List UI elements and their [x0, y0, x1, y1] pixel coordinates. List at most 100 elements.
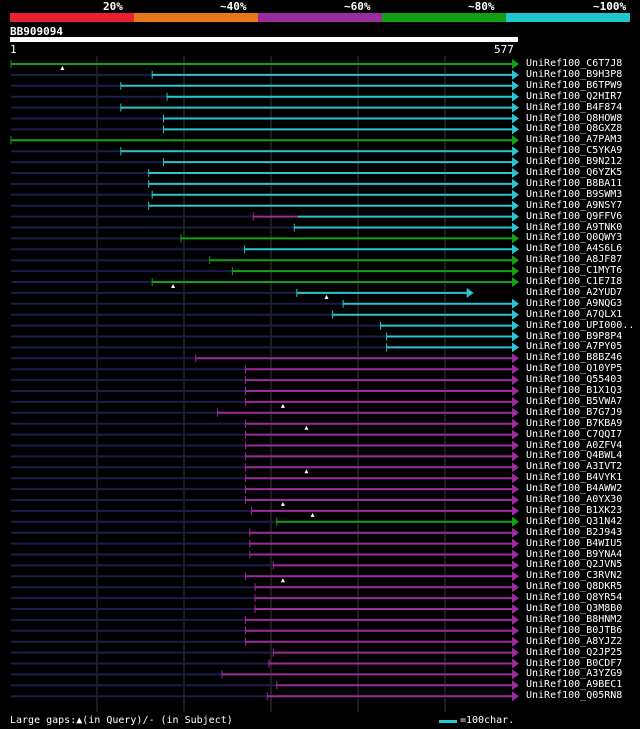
alignment-end-arrow: [512, 59, 519, 69]
hit-label[interactable]: UniRef100_B4F874: [526, 101, 623, 113]
hit-label[interactable]: UniRef100_C3RVN2: [526, 570, 623, 582]
hit-label[interactable]: UniRef100_A0YX30: [526, 494, 623, 505]
hit-label[interactable]: UniRef100_A9TNK0: [526, 221, 623, 233]
hit-label[interactable]: UniRef100_Q55403: [526, 374, 623, 386]
alignment-end-arrow: [512, 364, 519, 375]
hit-label[interactable]: UniRef100_A9NQG3: [526, 297, 623, 309]
hit-label[interactable]: UniRef100_A7PY05: [526, 341, 623, 353]
hit-label[interactable]: UniRef100_Q2HIR7: [526, 90, 623, 102]
hit-label[interactable]: UniRef100_C1E7I8: [526, 276, 623, 287]
hit-label[interactable]: UniRef100_B9P8P4: [526, 330, 623, 342]
hit-label[interactable]: UniRef100_Q9FFV6: [526, 210, 623, 222]
hit-label[interactable]: UniRef100_B4AWW2: [526, 483, 623, 495]
alignment-end-arrow: [512, 244, 519, 255]
hit-label[interactable]: UniRef100_C7QQI7: [526, 428, 623, 440]
hit-label[interactable]: UniRef100_B4VYK1: [526, 472, 623, 484]
hit-label[interactable]: UniRef100_B1X1Q3: [526, 385, 623, 396]
alignment-end-arrow: [512, 211, 519, 222]
hit-label[interactable]: UniRef100_B6TPW9: [526, 79, 623, 91]
query-gap-marker: [60, 66, 65, 70]
hit-label[interactable]: UniRef100_B9SWM3: [526, 188, 623, 200]
hit-label[interactable]: UniRef100_B9H3P8: [526, 68, 623, 80]
alignment-end-arrow: [512, 571, 519, 582]
alignment-end-arrow: [512, 593, 519, 604]
hit-label[interactable]: UniRef100_A9BEC1: [526, 679, 623, 691]
alignment-end-arrow: [512, 91, 519, 102]
hit-label[interactable]: UniRef100_B8BZ46: [526, 352, 623, 364]
alignment-end-arrow: [512, 386, 519, 396]
hit-label[interactable]: UniRef100_Q0QWY3: [526, 232, 623, 244]
hit-label[interactable]: UniRef100_A8JF87: [526, 254, 623, 266]
alignment-end-arrow: [512, 527, 519, 538]
hit-label[interactable]: UniRef100_B8HNM2: [526, 613, 623, 625]
alignment-end-arrow: [512, 113, 519, 124]
hit-label[interactable]: UniRef100_Q2JVN5: [526, 559, 623, 571]
hit-label[interactable]: UniRef100_B4WIU5: [526, 537, 623, 549]
hit-label[interactable]: UniRef100_B5VWA7: [526, 395, 623, 407]
hit-label[interactable]: UniRef100_Q2JP25: [526, 646, 623, 658]
alignment-end-arrow: [512, 636, 519, 647]
hit-label[interactable]: UniRef100_B9N212: [526, 156, 623, 168]
query-gap-marker: [304, 425, 309, 430]
alignment-end-arrow: [512, 680, 519, 691]
alignment-end-arrow: [512, 560, 519, 571]
hit-label[interactable]: UniRef100_Q4BWL4: [526, 450, 623, 462]
hit-label[interactable]: UniRef100_Q05RN8: [526, 690, 623, 702]
hit-label[interactable]: UniRef100_UPI000..: [526, 319, 635, 331]
hit-label[interactable]: UniRef100_B9YNA4: [526, 548, 623, 560]
legend-segment: [258, 13, 382, 22]
hit-label[interactable]: UniRef100_A8YJZ2: [526, 635, 623, 647]
hit-label[interactable]: UniRef100_Q8GXZ8: [526, 123, 623, 135]
hit-label[interactable]: UniRef100_B8BA11: [526, 177, 623, 189]
hit-label[interactable]: UniRef100_C5YKA9: [526, 145, 623, 157]
hit-label[interactable]: UniRef100_A3IVT2: [526, 461, 623, 473]
alignment-end-arrow: [512, 604, 519, 614]
alignment-end-arrow: [512, 298, 519, 309]
alignment-end-arrow: [512, 440, 519, 451]
hit-label[interactable]: UniRef100_B0JTB6: [526, 624, 623, 636]
query-gap-marker: [171, 284, 176, 288]
query-ruler: [10, 37, 518, 42]
hit-label[interactable]: UniRef100_Q10YP5: [526, 363, 623, 375]
alignment-end-arrow: [512, 658, 519, 669]
hit-label[interactable]: UniRef100_Q8HOW8: [526, 112, 623, 124]
query-gap-marker: [280, 578, 285, 583]
hit-label[interactable]: UniRef100_A4S6L6: [526, 243, 623, 255]
hit-label[interactable]: UniRef100_A0ZFV4: [526, 439, 623, 451]
hit-label[interactable]: UniRef100_A7QLX1: [526, 308, 623, 320]
alignment-end-arrow: [512, 69, 519, 80]
alignment-end-arrow: [512, 582, 519, 593]
hit-label[interactable]: UniRef100_B2J943: [526, 526, 623, 538]
alignment-end-arrow: [512, 549, 519, 560]
hit-label[interactable]: UniRef100_Q3M8B0: [526, 603, 623, 614]
hit-label[interactable]: UniRef100_Q8YR54: [526, 592, 623, 604]
hit-label[interactable]: UniRef100_C6T7J8: [526, 58, 623, 69]
alignment-end-arrow: [512, 505, 519, 516]
legend-segment: [506, 13, 630, 22]
hit-label[interactable]: UniRef100_C1MYT6: [526, 265, 623, 277]
hit-label[interactable]: UniRef100_Q31N42: [526, 515, 623, 527]
query-start-label: 1: [10, 43, 17, 56]
alignment-end-arrow: [512, 516, 519, 527]
hit-label[interactable]: UniRef100_B7G7J9: [526, 406, 623, 418]
hit-label[interactable]: UniRef100_B1XK23: [526, 504, 623, 516]
hit-label[interactable]: UniRef100_A2YUD7: [526, 286, 623, 298]
hit-label[interactable]: UniRef100_A9NSY7: [526, 199, 623, 211]
query-gap-marker: [280, 403, 285, 408]
hit-label[interactable]: UniRef100_A7PAM3: [526, 134, 623, 146]
hit-label[interactable]: UniRef100_B7KBA9: [526, 417, 623, 429]
scale-key-bar: [439, 720, 457, 723]
alignment-end-arrow: [512, 233, 519, 244]
alignment-end-arrow: [512, 309, 519, 320]
alignment-end-arrow: [512, 429, 519, 440]
hit-label[interactable]: UniRef100_B0CDF7: [526, 657, 623, 669]
alignment-end-arrow: [512, 255, 519, 266]
alignment-end-arrow: [512, 407, 519, 418]
hit-label[interactable]: UniRef100_Q8DKR5: [526, 581, 623, 593]
hit-label[interactable]: UniRef100_Q6YZK5: [526, 167, 623, 178]
hit-label[interactable]: UniRef100_A3YZG9: [526, 668, 623, 680]
alignment-end-arrow: [512, 418, 519, 429]
query-id: BB909094: [10, 25, 63, 38]
query-gap-marker: [310, 512, 315, 517]
